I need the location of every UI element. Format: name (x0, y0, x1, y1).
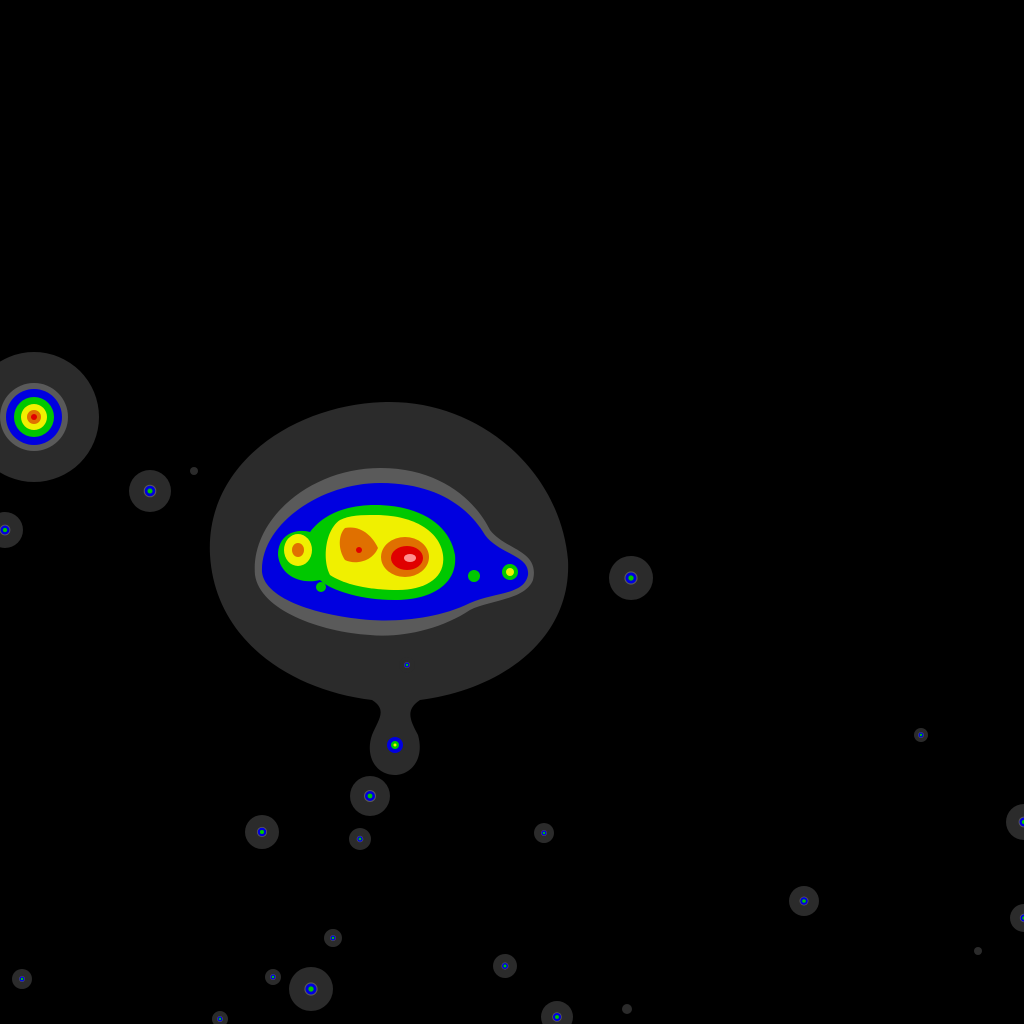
green-core (919, 733, 923, 737)
halo (0, 512, 23, 548)
main-galaxy (209, 402, 569, 775)
halo (622, 1004, 632, 1014)
green-core (259, 829, 265, 835)
halo (974, 947, 982, 955)
red-core (31, 414, 37, 420)
yellow-core (393, 743, 397, 747)
green-core (147, 488, 153, 494)
halo (190, 467, 198, 475)
orange-knot (292, 543, 304, 557)
green-core (628, 575, 634, 581)
green-core (555, 1015, 559, 1019)
orange-region (339, 527, 378, 563)
green-core (20, 977, 24, 981)
green-core (503, 964, 507, 968)
green-knot (316, 582, 326, 592)
halo (1010, 904, 1024, 932)
green-core (405, 663, 409, 667)
blue-core (1019, 817, 1024, 827)
red-spot (356, 547, 362, 553)
yellow-knot (506, 568, 514, 576)
green-core (2, 527, 8, 533)
green-core (271, 975, 275, 979)
left-source (0, 352, 99, 482)
green-core (802, 899, 806, 903)
green-core (331, 936, 335, 940)
green-core (542, 831, 546, 835)
green-core (218, 1017, 222, 1021)
point-sources (0, 467, 1024, 1024)
green-core (367, 793, 373, 799)
green-core (358, 837, 362, 841)
green-core (308, 986, 314, 992)
peak (404, 554, 416, 562)
halo (1006, 804, 1024, 840)
green-core (1021, 819, 1024, 825)
blue-core (1020, 914, 1024, 922)
green-knot (468, 570, 480, 582)
